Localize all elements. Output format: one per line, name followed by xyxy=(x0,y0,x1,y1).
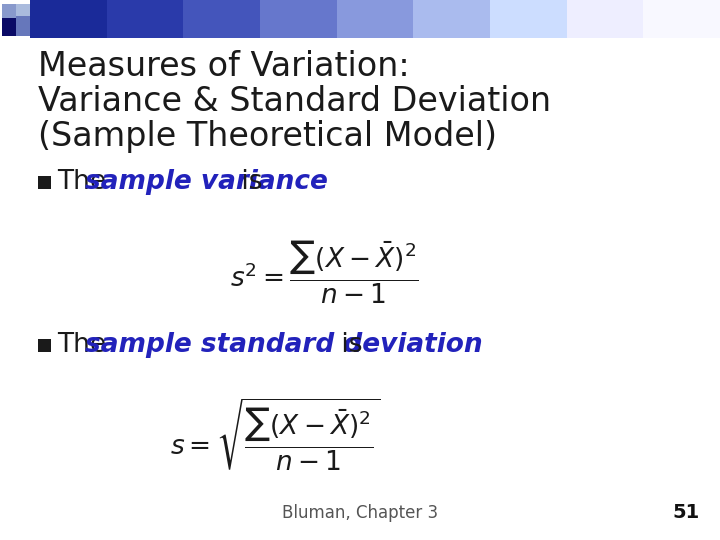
Bar xyxy=(38,339,51,352)
Bar xyxy=(413,0,490,38)
Bar xyxy=(567,0,644,38)
Bar xyxy=(16,4,30,18)
Bar xyxy=(16,16,30,36)
Text: is: is xyxy=(333,332,362,358)
Text: is: is xyxy=(233,169,263,195)
Text: Bluman, Chapter 3: Bluman, Chapter 3 xyxy=(282,504,438,522)
Bar xyxy=(2,4,16,18)
Text: $s^2 = \dfrac{\sum\left(X - \bar{X}\right)^2}{n-1}$: $s^2 = \dfrac{\sum\left(X - \bar{X}\righ… xyxy=(230,238,419,306)
Bar xyxy=(644,0,720,38)
Text: The: The xyxy=(57,169,114,195)
Text: $s = \sqrt{\dfrac{\sum\left(X - \bar{X}\right)^2}{n-1}}$: $s = \sqrt{\dfrac{\sum\left(X - \bar{X}\… xyxy=(170,396,380,474)
Text: sample variance: sample variance xyxy=(85,169,328,195)
Text: sample standard deviation: sample standard deviation xyxy=(85,332,482,358)
Text: (Sample Theoretical Model): (Sample Theoretical Model) xyxy=(38,120,497,153)
Text: The: The xyxy=(57,332,114,358)
Bar xyxy=(337,0,414,38)
Bar xyxy=(30,0,107,38)
Bar xyxy=(38,176,51,188)
Bar xyxy=(490,0,567,38)
Bar xyxy=(260,0,337,38)
Bar xyxy=(107,0,184,38)
Text: Measures of Variation:: Measures of Variation: xyxy=(38,50,410,83)
Bar xyxy=(184,0,261,38)
Bar xyxy=(2,16,22,36)
Text: Variance & Standard Deviation: Variance & Standard Deviation xyxy=(38,85,551,118)
Text: 51: 51 xyxy=(672,503,700,522)
